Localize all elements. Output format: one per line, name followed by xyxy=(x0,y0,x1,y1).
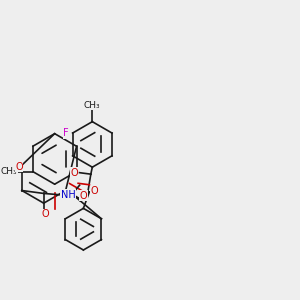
Text: O: O xyxy=(42,209,50,219)
Text: CH₃: CH₃ xyxy=(84,100,101,109)
Text: O: O xyxy=(80,191,87,201)
Text: O: O xyxy=(70,168,78,178)
Text: NH: NH xyxy=(61,190,75,200)
Text: F: F xyxy=(63,128,69,138)
Text: O: O xyxy=(15,162,23,172)
Text: O: O xyxy=(91,186,98,197)
Text: CH₃: CH₃ xyxy=(1,167,17,176)
